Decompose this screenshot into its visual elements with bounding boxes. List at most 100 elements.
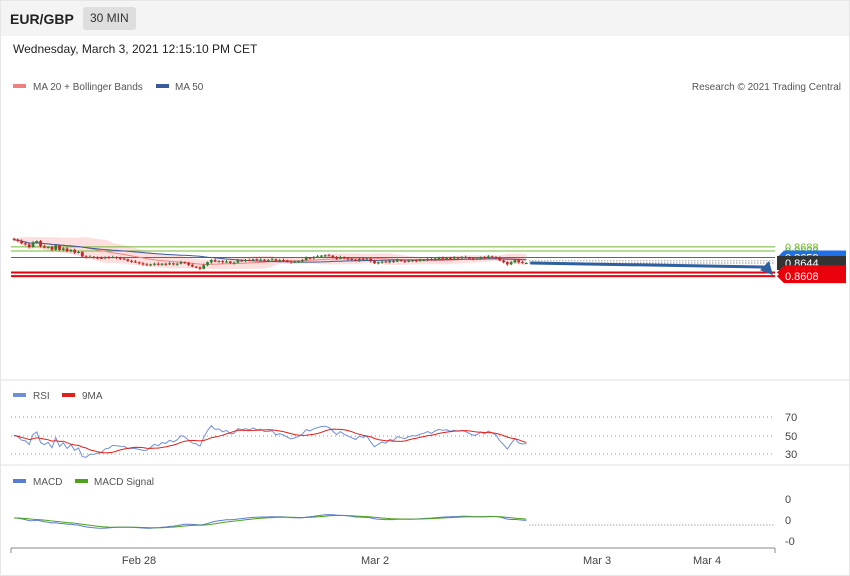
candle-body — [270, 259, 274, 261]
candle-body — [399, 260, 403, 262]
x-axis-label: Mar 2 — [361, 555, 389, 567]
credit-text: Research © 2021 Trading Central — [692, 82, 841, 93]
candle-body — [80, 252, 84, 257]
candle-body — [498, 257, 502, 261]
candle-body — [464, 257, 467, 259]
candle-body — [149, 264, 152, 266]
candle-body — [54, 245, 58, 250]
rsi-tick-70: 70 — [785, 412, 797, 424]
candle-body — [505, 262, 509, 265]
candle-body — [430, 259, 433, 260]
rsi-panel — [11, 416, 775, 458]
candle-body — [342, 257, 346, 259]
macd-tick-top: 0 — [785, 494, 791, 506]
candle-body — [479, 257, 483, 259]
candle-body — [134, 261, 137, 263]
macd-signal-line — [14, 515, 527, 529]
candle-body — [96, 257, 99, 259]
candle-body — [221, 261, 225, 263]
candle-body — [335, 257, 338, 259]
candle-body — [35, 241, 39, 243]
candle-body — [73, 249, 77, 253]
candle-body — [50, 246, 54, 250]
candle-body — [240, 260, 244, 262]
candle-body — [255, 259, 259, 261]
candle-body — [331, 255, 335, 258]
candle-body — [411, 260, 414, 262]
candle-body — [369, 258, 373, 262]
candle-body — [320, 255, 323, 257]
candle-body — [65, 248, 69, 252]
candle-body — [118, 257, 122, 259]
macd-signal-legend-label: MACD Signal — [94, 477, 154, 488]
candle-body — [175, 263, 179, 265]
candle-body — [194, 266, 198, 268]
candle-body — [373, 261, 376, 264]
candle-body — [285, 260, 289, 262]
candle-body — [282, 260, 285, 262]
candle-body — [456, 257, 460, 259]
macd-legend: MACD MACD Signal — [13, 477, 154, 488]
candle-body — [172, 263, 175, 265]
candle-body — [490, 256, 494, 258]
timeframe-button[interactable]: 30 MIN — [83, 7, 136, 30]
x-axis-label: Mar 4 — [693, 555, 721, 567]
candle-body — [441, 257, 445, 259]
ma20-swatch — [13, 84, 26, 88]
candle-body — [191, 264, 194, 267]
rsi-ma-swatch — [62, 393, 75, 397]
candle-body — [304, 257, 308, 261]
candle-body — [145, 264, 149, 266]
candle-body — [84, 256, 88, 258]
ma50-line — [13, 239, 527, 263]
candle-body — [289, 261, 293, 263]
bollinger-bands — [14, 236, 527, 270]
candle-body — [278, 260, 282, 262]
x-axis: Feb 28 Mar 2 Mar 3 Mar 4 — [10, 547, 776, 567]
candle-body — [58, 245, 61, 250]
candle-body — [156, 263, 160, 265]
candle-body — [293, 261, 297, 263]
candle-body — [316, 256, 319, 258]
macd-tick-bottom: -0 — [785, 536, 795, 548]
rsi-line — [13, 425, 527, 458]
candle-body — [251, 259, 255, 261]
candle-body — [141, 263, 145, 265]
candle-body — [236, 260, 240, 263]
candle-body — [43, 246, 46, 248]
candle-body — [449, 257, 452, 259]
candle-body — [376, 262, 380, 264]
candle-body — [61, 248, 65, 250]
price-levels — [11, 246, 775, 278]
candle-body — [361, 259, 365, 260]
rsi-ma-legend-label: 9MA — [82, 391, 103, 402]
candle-body — [92, 256, 96, 258]
candle-body — [297, 261, 300, 263]
forecast-arrow-shaft — [530, 261, 766, 269]
candle-body — [524, 263, 528, 264]
support-label-box — [777, 269, 846, 284]
candle-body — [107, 257, 111, 259]
candle-body — [475, 258, 479, 260]
rsi-legend-label: RSI — [33, 391, 50, 402]
candle-body — [403, 260, 407, 262]
candle-body — [266, 260, 270, 262]
moving-averages — [13, 239, 527, 265]
candle-body — [24, 243, 27, 245]
candle-body — [111, 257, 115, 259]
candle-body — [301, 260, 304, 262]
candle-body — [414, 260, 418, 262]
macd-legend-label: MACD — [33, 477, 62, 488]
candle-body — [487, 256, 490, 258]
candle-body — [168, 263, 171, 265]
candle-body — [509, 262, 513, 265]
forecast-arrow-head — [760, 261, 773, 276]
candle-body — [153, 263, 156, 265]
candle-body — [346, 258, 350, 260]
bollinger-band-area — [14, 236, 527, 270]
candle-body — [206, 262, 209, 266]
candle-body — [471, 258, 475, 260]
candle-body — [88, 256, 92, 258]
instrument-title: EUR/GBP — [10, 11, 74, 27]
